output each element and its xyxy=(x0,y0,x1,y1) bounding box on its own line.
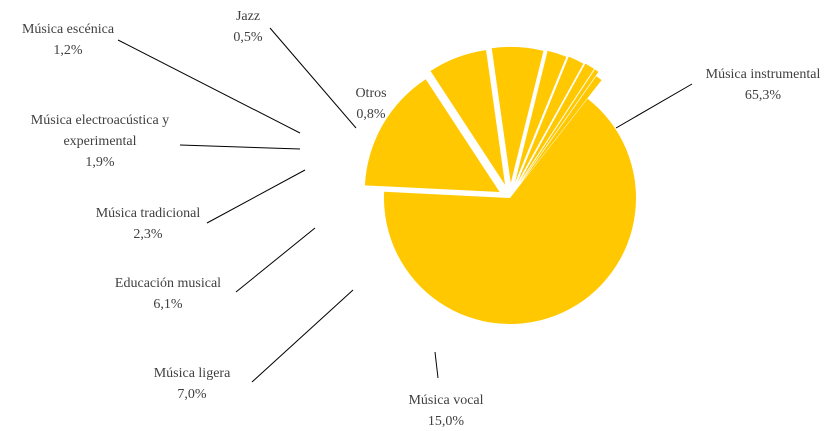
pie-slice-musica-ligera xyxy=(430,50,506,185)
leader-line-musica-instrumental xyxy=(615,83,693,129)
slice-label-otros: Otros 0,8% xyxy=(355,86,386,122)
slice-labels: Música instrumental 65,3% Música vocal 15,0… xyxy=(22,9,821,429)
slice-label-musica-electroacustica-y-experimental: Música electroacústica y experimental 1,9% xyxy=(31,113,169,170)
pie-slice-musica-vocal xyxy=(364,79,500,193)
pie-slice-musica-instrumental xyxy=(384,98,636,324)
slice-label-musica-instrumental: Música instrumental 65,3% xyxy=(706,67,821,103)
slice-label-educacion-musical: Educación musical 6,1% xyxy=(115,276,221,312)
pie-slices xyxy=(364,46,636,324)
leader-line-educacion-musical xyxy=(235,227,316,293)
slice-label-musica-tradicional: Música tradicional 2,3% xyxy=(96,206,201,242)
slice-label-musica-escenica: Música escénica 1,2% xyxy=(22,22,115,58)
pie-slice-jazz xyxy=(520,69,599,184)
pie-slice-otros xyxy=(520,76,602,185)
leader-line-musica-electroacustica-y-experimental xyxy=(179,144,301,150)
slice-label-musica-ligera: Música ligera 7,0% xyxy=(154,366,231,402)
leader-line-musica-escenica xyxy=(117,39,301,134)
leader-line-musica-ligera xyxy=(251,289,354,383)
pie-slice-musica-tradicional xyxy=(514,50,567,183)
pie-slice-educacion-musical xyxy=(491,46,544,184)
leader-lines xyxy=(117,27,693,383)
leader-line-jazz xyxy=(269,27,357,129)
pie-slice-musica-electroacustica-y-experimental xyxy=(517,56,584,183)
leader-line-musica-vocal xyxy=(434,351,439,379)
slice-label-jazz: Jazz 0,5% xyxy=(233,9,263,45)
pie-slice-musica-escenica xyxy=(519,63,595,183)
slice-label-musica-vocal: Música vocal 15,0% xyxy=(408,393,483,429)
leader-line-musica-tradicional xyxy=(206,169,306,224)
